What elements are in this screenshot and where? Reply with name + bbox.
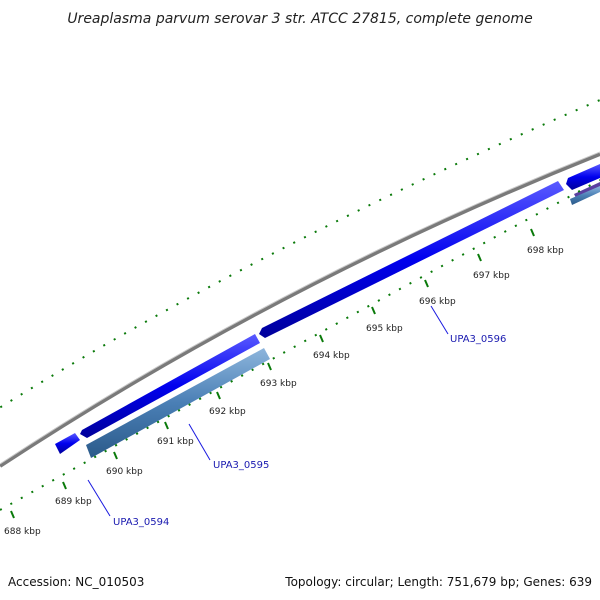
inner-tick-ring [0,179,600,511]
tick-label-695: 695 kbp [366,324,403,334]
major-tick-mark [113,451,118,460]
reverse-gene-arrow[interactable] [570,186,600,205]
gene-label-upa3-0594[interactable]: UPA3_0594 [113,517,169,528]
tick-label-697: 697 kbp [473,271,510,281]
map-title: Ureaplasma parvum serovar 3 str. ATCC 27… [67,11,532,27]
major-tick-mark [319,334,324,343]
tick-label-690: 690 kbp [106,467,143,477]
genome-backbone-highlight [0,151,600,465]
gene-label-upa3-0596[interactable]: UPA3_0596 [450,334,506,345]
forward-gene-arrow[interactable] [566,164,600,190]
gene-label-upa3-0595[interactable]: UPA3_0595 [213,460,269,471]
major-tick-mark [424,279,429,288]
tick-label-688: 688 kbp [4,527,41,537]
forward-gene-arrow[interactable] [80,334,260,438]
forward-gene-arrow[interactable] [55,433,80,454]
major-tick-mark [216,391,221,400]
gene-label-leader [430,305,449,335]
tick-label-692: 692 kbp [209,407,246,417]
tick-label-689: 689 kbp [55,497,92,507]
gene-label-leader [87,479,111,517]
genome-backbone [0,152,600,468]
major-tick-mark [477,253,482,262]
tick-label-698: 698 kbp [527,246,564,256]
major-tick-mark [530,228,535,237]
major-tick-mark [62,481,67,490]
forward-gene-arrow[interactable] [259,181,564,338]
tick-label-691: 691 kbp [157,437,194,447]
reverse-gene-arrow[interactable] [86,348,270,458]
genome-summary-text: Topology: circular; Length: 751,679 bp; … [284,575,592,589]
tick-labels: 688 kbp 689 kbp 690 kbp 691 kbp 692 kbp … [4,246,564,537]
accession-text: Accession: NC_010503 [8,575,144,589]
outer-tick-ring [0,99,600,409]
major-tick-mark [371,306,376,315]
major-tick-mark [10,510,15,519]
tick-label-696: 696 kbp [419,297,456,307]
gene-label-leader [188,423,211,461]
major-ticks [10,228,535,519]
tick-label-694: 694 kbp [313,351,350,361]
forward-gene-overlap[interactable] [574,182,600,198]
major-tick-mark [164,421,169,430]
tick-label-693: 693 kbp [260,379,297,389]
major-tick-mark [267,362,272,371]
